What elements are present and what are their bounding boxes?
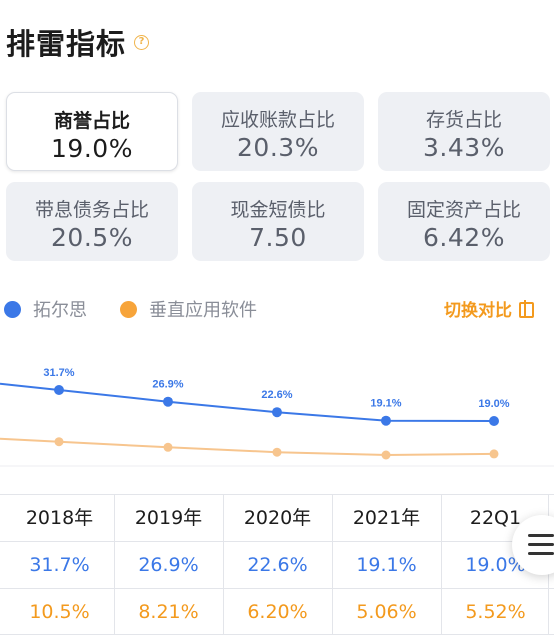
legend-dot-industry — [120, 300, 137, 318]
metric-card-fixed-assets[interactable]: 固定资产占比 6.42% — [378, 182, 550, 261]
table-cell: 26.9% — [138, 554, 199, 576]
metric-card-receivables[interactable]: 应收账款占比 20.3% — [192, 92, 364, 171]
metric-label: 应收账款占比 — [220, 109, 335, 131]
metric-value: 6.42% — [423, 223, 505, 252]
table-row-company: 31.7% 26.9% 22.6% 19.1% 19.0% — [0, 541, 554, 588]
table-cell: 19.0% — [465, 554, 526, 576]
column-divider — [332, 494, 333, 635]
metric-value: 20.5% — [51, 223, 133, 252]
table-cell: 6.20% — [247, 601, 308, 623]
table-header-cell: 2021年 — [352, 507, 421, 529]
metric-value: 19.0% — [51, 134, 133, 163]
metric-card-inventory[interactable]: 存货占比 3.43% — [378, 92, 550, 171]
data-point-series-0[interactable] — [54, 385, 64, 395]
metric-card-goodwill[interactable]: 商誉占比 19.0% — [6, 92, 178, 171]
data-label: 26.9% — [152, 379, 183, 391]
data-point-series-1[interactable] — [163, 442, 173, 452]
data-point-series-0[interactable] — [489, 416, 499, 426]
compare-icon — [518, 299, 534, 318]
table-cell: 5.52% — [465, 601, 526, 623]
table-row-industry: 10.5% 8.21% 6.20% 5.06% 5.52% — [0, 588, 554, 635]
table-header-cell: 2019年 — [134, 507, 203, 529]
page-title: 排雷指标 — [6, 27, 127, 61]
data-point-series-1[interactable] — [272, 447, 282, 457]
legend-item-company: 拓尔思 — [4, 296, 87, 322]
table-header-cell: 22Q1 — [469, 507, 522, 529]
metric-label: 固定资产占比 — [406, 199, 521, 221]
metric-label: 带息债务占比 — [34, 199, 149, 221]
data-label: 22.6% — [261, 389, 292, 401]
table-header-cell: 2018年 — [25, 507, 94, 529]
chart-legend: 拓尔思 垂直应用软件 切换对比 — [0, 292, 554, 324]
metric-card-interest-debt[interactable]: 带息债务占比 20.5% — [6, 182, 178, 261]
legend-item-industry: 垂直应用软件 — [120, 296, 257, 322]
metric-card-cash-debt-ratio[interactable]: 现金短债比 7.50 — [192, 182, 364, 261]
legend-dot-company — [4, 300, 21, 318]
data-point-series-0[interactable] — [163, 396, 173, 407]
data-point-series-0[interactable] — [381, 415, 391, 426]
metric-value: 20.3% — [237, 133, 319, 162]
data-point-series-1[interactable] — [489, 449, 499, 459]
metric-label: 现金短债比 — [230, 199, 326, 221]
legend-label-company: 拓尔思 — [33, 300, 87, 321]
floating-menu-button[interactable] — [512, 515, 554, 575]
table-cell: 22.6% — [247, 554, 308, 576]
data-label: 19.0% — [478, 398, 509, 410]
table-cell: 5.06% — [356, 601, 417, 623]
data-point-series-1[interactable] — [54, 437, 64, 447]
table-cell: 31.7% — [29, 554, 90, 576]
table-cell: 8.21% — [138, 601, 199, 623]
metric-value: 7.50 — [249, 223, 307, 252]
metric-label: 存货占比 — [425, 109, 502, 131]
data-label: 31.7% — [43, 367, 74, 379]
section-header: 排雷指标 ? — [6, 22, 150, 62]
column-divider — [223, 494, 224, 635]
metric-value: 3.43% — [423, 133, 505, 162]
question-circle-icon[interactable]: ? — [134, 34, 150, 50]
column-divider — [114, 494, 115, 635]
data-point-series-1[interactable] — [381, 450, 391, 460]
legend-label-industry: 垂直应用软件 — [149, 300, 257, 321]
data-point-series-0[interactable] — [272, 407, 282, 418]
column-divider — [441, 494, 442, 635]
table-header-row: 2018年 2019年 2020年 2021年 22Q1 — [0, 494, 554, 541]
series-line-1 — [0, 437, 495, 457]
data-label: 19.1% — [370, 398, 401, 410]
trend-line-chart: 31.7% 26.9% 22.6% 19.1% 19.0% — [0, 367, 554, 467]
menu-lines-icon — [528, 534, 554, 556]
switch-compare-button[interactable]: 切换对比 — [444, 296, 534, 321]
table-header-cell: 2020年 — [243, 507, 312, 529]
table-cell: 19.1% — [356, 554, 417, 576]
series-line-0 — [0, 382, 495, 422]
metric-label: 商誉占比 — [53, 110, 130, 132]
table-cell: 10.5% — [29, 601, 90, 623]
switch-compare-label: 切换对比 — [444, 301, 512, 321]
